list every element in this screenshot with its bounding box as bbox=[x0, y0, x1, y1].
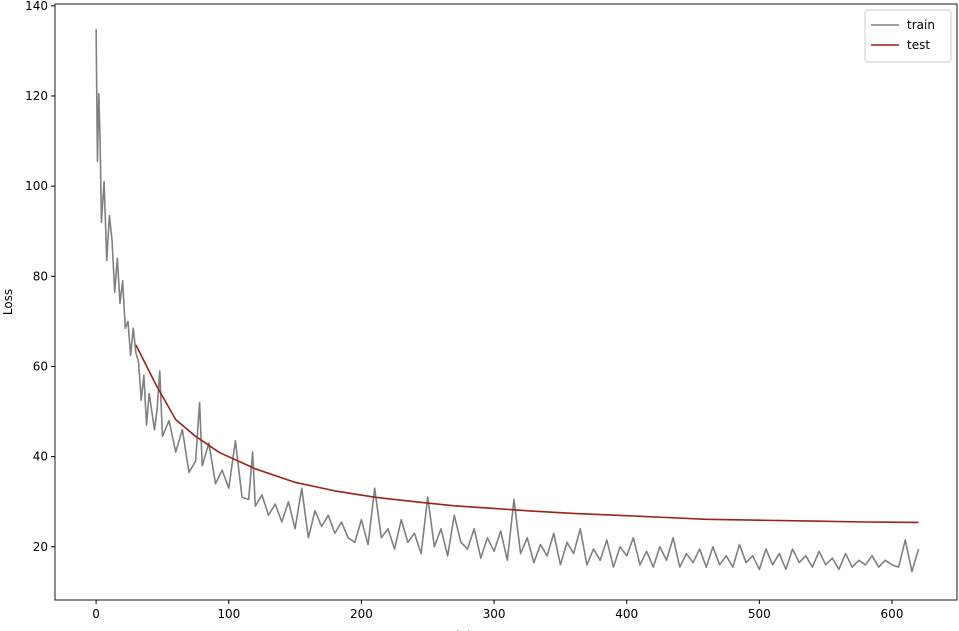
x-tick-label: 600 bbox=[881, 607, 904, 621]
y-tick-label: 140 bbox=[25, 0, 48, 13]
y-tick-label: 60 bbox=[33, 359, 48, 373]
x-tick-label: 200 bbox=[350, 607, 373, 621]
x-tick-label: 100 bbox=[217, 607, 240, 621]
line-train bbox=[95, 29, 920, 573]
x-tick-label: 0 bbox=[92, 607, 100, 621]
legend-label: test bbox=[907, 38, 930, 52]
y-axis-label: Loss bbox=[1, 289, 15, 315]
legend-box bbox=[864, 9, 952, 63]
x-tick-label: 500 bbox=[748, 607, 771, 621]
x-tick-label: 400 bbox=[615, 607, 638, 621]
legend-label: train bbox=[907, 18, 935, 32]
y-tick-label: 120 bbox=[25, 89, 48, 103]
y-tick-label: 40 bbox=[33, 450, 48, 464]
y-tick-label: 80 bbox=[33, 269, 48, 283]
line-test bbox=[135, 344, 919, 524]
x-axis-label: Training steps bbox=[437, 629, 521, 631]
x-tick-label: 300 bbox=[483, 607, 506, 621]
y-tick-label: 20 bbox=[33, 540, 48, 554]
y-tick-label: 100 bbox=[25, 179, 48, 193]
plot-frame bbox=[54, 3, 958, 601]
